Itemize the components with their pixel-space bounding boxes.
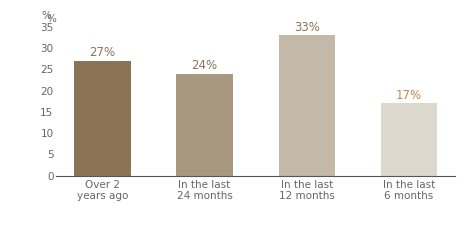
Text: %: % <box>46 14 56 24</box>
Bar <box>176 74 233 176</box>
Bar <box>381 103 437 176</box>
Bar <box>75 61 130 176</box>
Text: 24%: 24% <box>191 59 218 72</box>
Bar <box>279 36 335 176</box>
Text: 33%: 33% <box>294 21 319 34</box>
Text: 17%: 17% <box>396 89 422 102</box>
Text: 27%: 27% <box>90 46 115 59</box>
Text: %: % <box>42 11 52 21</box>
